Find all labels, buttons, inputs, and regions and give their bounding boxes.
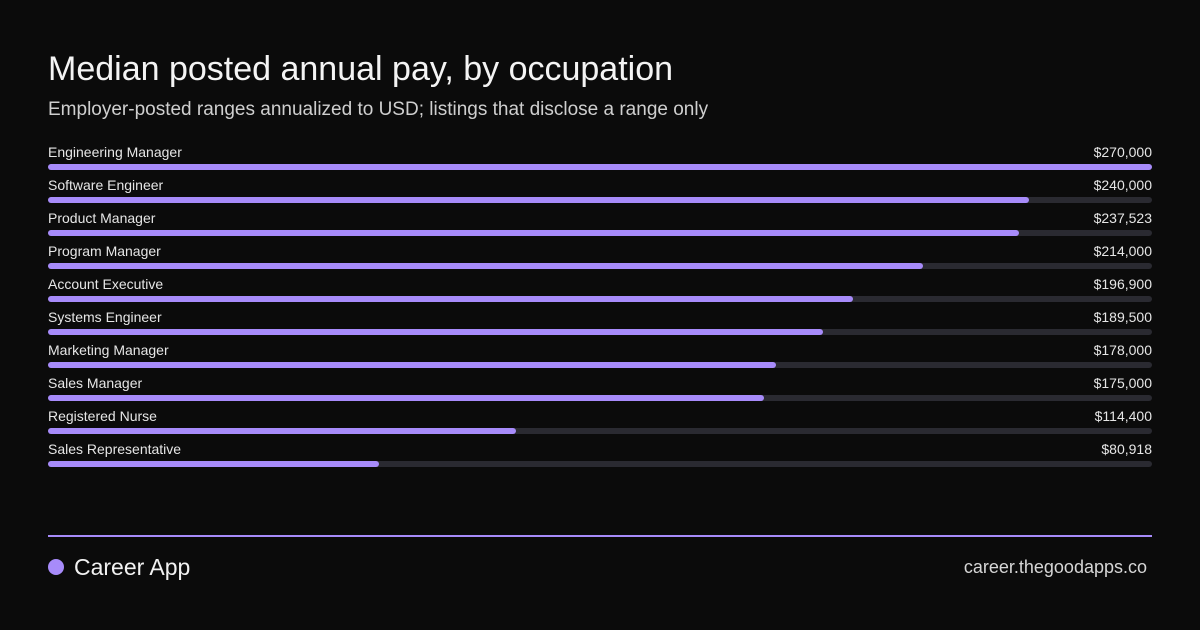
bar-row: Marketing Manager $178,000 — [48, 341, 1152, 374]
bar-track — [48, 428, 1152, 434]
chart-title: Median posted annual pay, by occupation — [48, 50, 674, 88]
bar-track — [48, 296, 1152, 302]
bar — [48, 296, 853, 302]
bar-track — [48, 461, 1152, 467]
bar-value-label: $270,000 — [1093, 144, 1152, 160]
bar-row: Software Engineer $240,000 — [48, 176, 1152, 209]
bar-label: Software Engineer — [48, 177, 164, 193]
bar — [48, 263, 923, 269]
bar-track — [48, 395, 1152, 401]
bar-value-label: $178,000 — [1093, 342, 1152, 358]
bar-label: Marketing Manager — [48, 342, 169, 358]
bar-list: Engineering Manager $270,000 Software Engi… — [48, 143, 1152, 473]
bar-row: Product Manager $237,523 — [48, 209, 1152, 242]
bar-track — [48, 197, 1152, 203]
bar-value-label: $240,000 — [1093, 177, 1152, 193]
bar-label: Engineering Manager — [48, 144, 182, 160]
bar-row: Program Manager $214,000 — [48, 242, 1152, 275]
bar — [48, 329, 823, 335]
bar — [48, 230, 1019, 236]
site-url[interactable]: career.thegoodapps.co — [963, 557, 1147, 577]
bar-row: Sales Manager $175,000 — [48, 374, 1152, 407]
bar-label: Program Manager — [48, 243, 161, 259]
bar-track — [48, 230, 1152, 236]
bar-label: Registered Nurse — [48, 408, 157, 424]
bar-value-label: $196,900 — [1093, 276, 1152, 292]
bar-track — [48, 263, 1152, 269]
bar-row: Sales Representative $80,918 — [48, 440, 1152, 473]
dot-icon — [48, 559, 64, 575]
bar-label: Sales Representative — [48, 441, 182, 457]
bar-row: Registered Nurse $114,400 — [48, 407, 1152, 440]
bar-value-label: $189,500 — [1093, 309, 1152, 325]
bar — [48, 461, 379, 467]
footer-divider — [48, 535, 1152, 537]
bar-value-label: $214,000 — [1093, 243, 1152, 259]
bar-track — [48, 329, 1152, 335]
bar — [48, 428, 516, 434]
bar-value-label: $80,918 — [1101, 441, 1152, 457]
bar-label: Sales Manager — [48, 375, 143, 391]
bar — [48, 395, 764, 401]
bar-label: Product Manager — [48, 210, 156, 226]
bar-value-label: $114,400 — [1094, 408, 1152, 424]
bar-row: Systems Engineer $189,500 — [48, 308, 1152, 341]
bar-track — [48, 362, 1152, 368]
brand[interactable]: Career App — [48, 553, 190, 581]
bar-label: Systems Engineer — [48, 309, 162, 325]
brand-name: Career App — [74, 553, 191, 580]
bar — [48, 362, 776, 368]
chart-subtitle: Employer-posted ranges annualized to USD… — [48, 99, 709, 120]
bar-track — [48, 164, 1152, 170]
bar-value-label: $237,523 — [1093, 210, 1152, 226]
bar-value-label: $175,000 — [1093, 375, 1152, 391]
bar — [48, 197, 1029, 203]
bar-row: Account Executive $196,900 — [48, 275, 1152, 308]
bar-label: Account Executive — [48, 276, 164, 292]
bar-row: Engineering Manager $270,000 — [48, 143, 1152, 176]
bar — [48, 164, 1152, 170]
